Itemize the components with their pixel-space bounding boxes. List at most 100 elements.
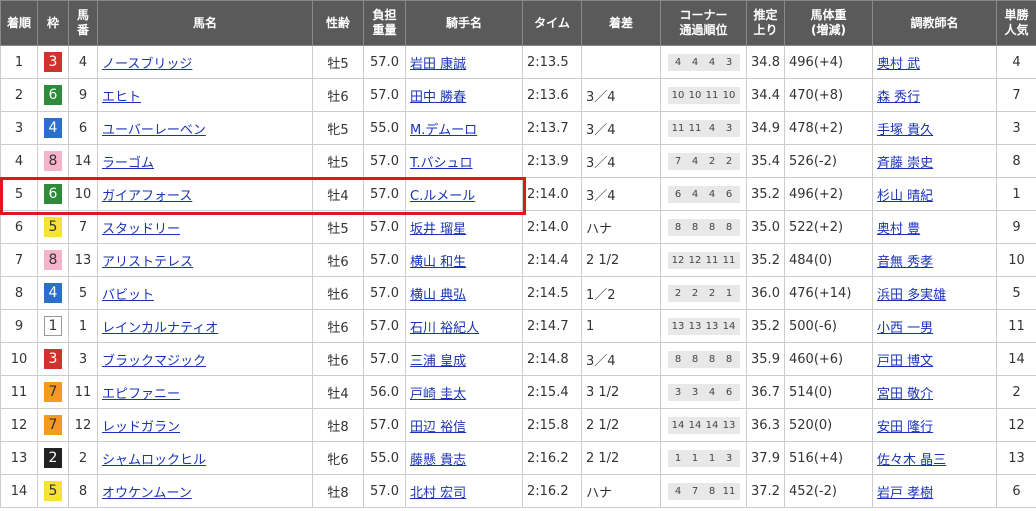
margin: 3／4: [586, 353, 616, 369]
weight-cell: 56.0: [363, 375, 406, 409]
margin: 3／4: [586, 155, 616, 171]
sex-cell: 牡6: [312, 243, 364, 277]
trainer-link[interactable]: 森 秀行: [877, 89, 921, 105]
horse-number: 11: [74, 384, 92, 400]
margin-cell: 2 1/2: [581, 408, 661, 442]
jockey-link[interactable]: 戸崎 圭太: [410, 386, 467, 402]
popularity: 6: [1012, 483, 1021, 499]
jockey-link[interactable]: 横山 典弘: [410, 287, 467, 303]
time-cell: 2:14.8: [522, 342, 582, 376]
jockey-link[interactable]: C.ルメール: [410, 188, 476, 204]
horse-link[interactable]: エヒト: [102, 89, 142, 105]
result-row: 13 2 2 シャムロックヒル 牝6 55.0 藤懸 貴志 2:16.2 2 1/2 1 1 1 3 37…: [0, 441, 1036, 475]
column-header: 馬番: [68, 0, 98, 46]
trainer-link[interactable]: 宮田 敬介: [877, 386, 934, 402]
trainer-link[interactable]: 杉山 晴紀: [877, 188, 934, 204]
horse-link[interactable]: レインカルナティオ: [102, 320, 219, 336]
margin-cell: 1／2: [581, 276, 661, 310]
trainer-link[interactable]: 音無 秀孝: [877, 254, 934, 270]
name-cell: アリストテレス: [97, 243, 313, 277]
trainer-cell: 浜田 多実雄: [872, 276, 997, 310]
trainer-link[interactable]: 斉藤 崇史: [877, 155, 934, 171]
horse-link[interactable]: ラーゴム: [102, 155, 155, 171]
jockey-link[interactable]: 石川 裕紀人: [410, 320, 480, 336]
horse-link[interactable]: アリストテレス: [102, 254, 194, 270]
frame-badge: 7: [44, 382, 62, 402]
margin-cell: ハナ: [581, 474, 661, 508]
corner-order: 8: [704, 482, 720, 500]
weight: 57.0: [370, 417, 399, 433]
trainer-cell: 斉藤 崇史: [872, 144, 997, 178]
horse-link[interactable]: レッドガラン: [102, 419, 181, 435]
jockey-link[interactable]: 岩田 康誠: [410, 56, 467, 72]
horse-number: 5: [78, 285, 88, 301]
corner-order: 1: [721, 284, 737, 302]
last-3f: 35.4: [751, 153, 780, 169]
trainer-cell: 岩戸 孝樹: [872, 474, 997, 508]
horse-link[interactable]: スタッドリー: [102, 221, 181, 237]
trainer-cell: 杉山 晴紀: [872, 177, 997, 211]
trainer-cell: 佐々木 晶三: [872, 441, 997, 475]
horse-link[interactable]: ガイアフォース: [102, 188, 193, 204]
column-header: 単勝 人気: [996, 0, 1036, 46]
jockey-link[interactable]: 田辺 裕信: [410, 419, 467, 435]
column-header: 馬名: [97, 0, 313, 46]
rank-cell: 13: [0, 441, 38, 475]
rank-cell: 1: [0, 45, 38, 79]
jockey-link[interactable]: 坂井 瑠星: [410, 221, 467, 237]
body-cell: 520(0): [784, 408, 873, 442]
jockey-link[interactable]: 藤懸 貴志: [410, 452, 467, 468]
margin: 3 1/2: [586, 384, 620, 400]
num-cell: 10: [68, 177, 98, 211]
corner-order: 4: [704, 185, 720, 203]
corner-order: 8: [721, 218, 737, 236]
jockey-link[interactable]: 田中 勝春: [410, 89, 467, 105]
jockey-cell: 田辺 裕信: [405, 408, 523, 442]
rank-cell: 2: [0, 78, 38, 112]
trainer-cell: 戸田 博文: [872, 342, 997, 376]
trainer-link[interactable]: 岩戸 孝樹: [877, 485, 934, 501]
corner-order: 11: [670, 119, 686, 137]
popularity: 11: [1008, 318, 1025, 334]
trainer-link[interactable]: 奥村 武: [877, 56, 921, 72]
jockey-link[interactable]: 三浦 皇成: [410, 353, 467, 369]
trainer-link[interactable]: 安田 隆行: [877, 419, 934, 435]
time-cell: 2:13.5: [522, 45, 582, 79]
horse-link[interactable]: シャムロックヒル: [102, 452, 207, 468]
rank-cell: 14: [0, 474, 38, 508]
trainer-link[interactable]: 佐々木 晶三: [877, 452, 947, 468]
name-cell: エピファニー: [97, 375, 313, 409]
jockey-link[interactable]: 北村 宏司: [410, 485, 467, 501]
jockey-link[interactable]: T.バシュロ: [410, 155, 473, 171]
time: 2:15.4: [527, 384, 569, 400]
horse-link[interactable]: ブラックマジック: [102, 353, 207, 369]
horse-link[interactable]: ユーバーレーベン: [102, 122, 206, 138]
trainer-link[interactable]: 小西 一男: [877, 320, 934, 336]
trainer-cell: 宮田 敬介: [872, 375, 997, 409]
trainer-link[interactable]: 奥村 豊: [877, 221, 921, 237]
trainer-link[interactable]: 手塚 貴久: [877, 122, 934, 138]
horse-number: 7: [78, 219, 88, 235]
weight-cell: 57.0: [363, 210, 406, 244]
body-cell: 516(+4): [784, 441, 873, 475]
horse-link[interactable]: エピファニー: [102, 386, 181, 402]
corner-order: 13: [687, 317, 703, 335]
frame-cell: 4: [37, 111, 69, 145]
trainer-link[interactable]: 戸田 博文: [877, 353, 934, 369]
corner-order: 11: [721, 482, 737, 500]
frame-cell: 7: [37, 408, 69, 442]
rank: 13: [10, 450, 28, 466]
jockey-link[interactable]: M.デムーロ: [410, 122, 478, 138]
horse-link[interactable]: オウケンムーン: [102, 485, 192, 501]
trainer-link[interactable]: 浜田 多実雄: [877, 287, 947, 303]
weight-cell: 55.0: [363, 441, 406, 475]
jockey-link[interactable]: 横山 和生: [410, 254, 467, 270]
name-cell: レインカルナティオ: [97, 309, 313, 343]
horse-link[interactable]: バビット: [102, 287, 155, 303]
horse-link[interactable]: ノースブリッジ: [102, 56, 193, 72]
time-cell: 2:15.8: [522, 408, 582, 442]
num-cell: 8: [68, 474, 98, 508]
